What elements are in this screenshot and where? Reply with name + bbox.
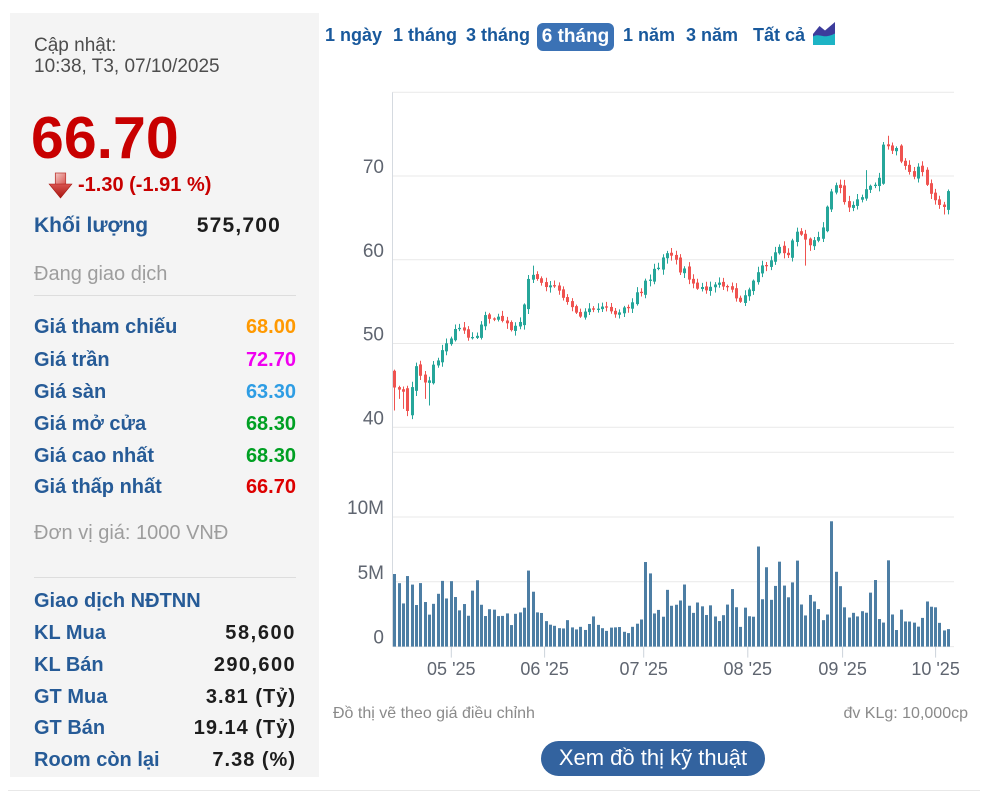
svg-text:40: 40 [363, 408, 384, 429]
svg-text:08 '25: 08 '25 [724, 659, 772, 679]
svg-text:05 '25: 05 '25 [427, 659, 475, 679]
svg-text:50: 50 [363, 325, 384, 346]
svg-text:06 '25: 06 '25 [520, 659, 568, 679]
svg-text:10 '25: 10 '25 [911, 659, 959, 679]
svg-text:10M: 10M [347, 498, 384, 519]
svg-text:0: 0 [373, 628, 384, 649]
svg-text:09 '25: 09 '25 [818, 659, 866, 679]
svg-text:07 '25: 07 '25 [619, 659, 667, 679]
svg-text:60: 60 [363, 241, 384, 262]
svg-text:5M: 5M [358, 563, 384, 584]
svg-text:70: 70 [363, 157, 384, 178]
